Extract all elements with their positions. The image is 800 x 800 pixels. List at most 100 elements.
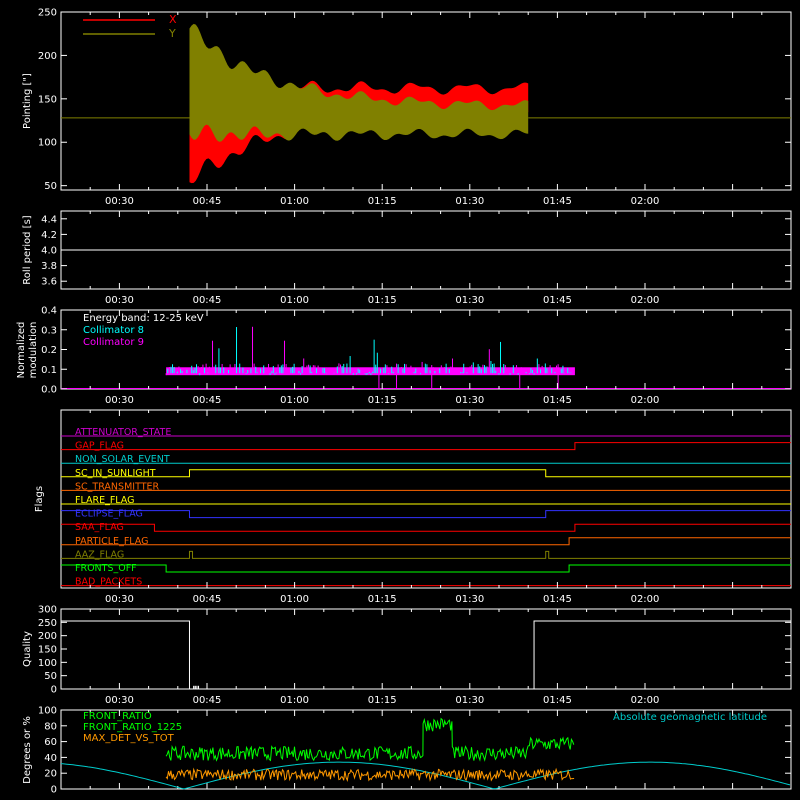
- flag-trace: [61, 537, 791, 546]
- x-tick-label: 01:45: [543, 395, 572, 406]
- flag-label: GAP_FLAG: [75, 441, 124, 452]
- y-tick-label: 150: [38, 645, 57, 656]
- front-ratio-trace: [165, 717, 575, 762]
- x-tick-label: 00:30: [105, 196, 134, 207]
- y-tick-label: 250: [38, 8, 57, 19]
- ratios-y-ticks: 0 20 40 60 80 100: [38, 706, 791, 796]
- quality-x-ticks: 00:30 00:45 01:00 01:15 01:30 01:45 02:00: [89, 609, 763, 706]
- quality-y-ticks: 0 50 100 150 200 250 300: [38, 605, 791, 696]
- y-tick-label: 0.4: [41, 306, 57, 317]
- x-tick-label: 00:45: [193, 695, 222, 706]
- flag-trace: [61, 564, 791, 573]
- flag-trace: [61, 550, 791, 559]
- y-tick-label: 150: [38, 94, 57, 105]
- flag-label: NON_SOLAR_EVENT: [75, 454, 170, 465]
- pointing-plot-area: [61, 23, 791, 184]
- x-tick-label: 01:00: [280, 196, 309, 207]
- x-tick-label: 00:30: [105, 295, 134, 306]
- y-tick-label: 250: [38, 618, 57, 629]
- y-tick-label: 4.0: [41, 246, 57, 257]
- y-tick-label: 0.3: [41, 325, 57, 336]
- quality-plot-area: [61, 620, 791, 690]
- x-tick-label: 01:00: [280, 695, 309, 706]
- x-tick-label: 02:00: [631, 695, 660, 706]
- x-tick-label: 02:00: [631, 594, 660, 605]
- flag-trace: [61, 510, 791, 519]
- legend-x-label: X: [169, 13, 177, 26]
- pointing-x-ticks: 00:30 00:45 01:00 01:15 01:30 01:45 02:00: [89, 12, 763, 207]
- x-tick-label: 00:30: [105, 395, 134, 406]
- y-tick-label: 80: [44, 721, 57, 732]
- x-tick-label: 00:45: [193, 295, 222, 306]
- x-tick-label: 00:45: [193, 196, 222, 207]
- y-tick-label: 4.2: [41, 230, 57, 241]
- legend-front-ratio-1225: FRONT_RATIO_1225: [83, 722, 182, 733]
- x-tick-label: 01:15: [368, 695, 397, 706]
- x-tick-label: 01:30: [455, 594, 484, 605]
- y-tick-label: 300: [38, 605, 57, 616]
- quality-ylabel: Quality: [22, 631, 33, 667]
- y-tick-label: 0.0: [41, 385, 57, 396]
- roll-period-y-ticks: 3.6 3.8 4.0 4.2 4.4: [41, 214, 791, 288]
- x-tick-label: 02:00: [631, 395, 660, 406]
- flag-trace: [61, 442, 791, 451]
- ratios-ylabel: Degrees or %: [22, 716, 33, 784]
- flag-label: SC_IN_SUNLIGHT: [75, 468, 156, 479]
- pointing-y-ticks: 50 100 150 200 250: [38, 8, 791, 192]
- modulation-plot-area: [61, 326, 791, 389]
- x-tick-label: 00:45: [193, 395, 222, 406]
- x-tick-label: 01:30: [455, 196, 484, 207]
- flag-trace: [61, 469, 791, 478]
- y-tick-label: 3.6: [41, 277, 57, 288]
- flag-label: FLARE_FLAG: [75, 495, 135, 506]
- y-tick-label: 0.1: [41, 365, 57, 376]
- pointing-panel: 50 100 150 200 250 00:30 00:45 01:00 01:15 01:30…: [22, 8, 792, 207]
- x-tick-label: 00:30: [105, 594, 134, 605]
- legend-collimator9: Collimator 9: [83, 337, 144, 348]
- x-tick-label: 01:00: [280, 295, 309, 306]
- pointing-frame: [60, 11, 792, 191]
- y-tick-label: 0: [51, 685, 57, 696]
- x-tick-label: 01:15: [368, 594, 397, 605]
- y-tick-label: 40: [44, 753, 57, 764]
- modulation-ylabel-line2: modulation: [28, 322, 39, 379]
- y-tick-label: 100: [38, 138, 57, 149]
- quality-trace: [61, 620, 791, 690]
- y-tick-label: 100: [38, 658, 57, 669]
- flags-ylabel: Flags: [34, 486, 45, 512]
- roll-period-panel: 3.6 3.8 4.0 4.2 4.4 00:30 00:45 01:00 01:15 01:3…: [22, 210, 792, 306]
- y-tick-label: 60: [44, 737, 57, 748]
- flag-label: ECLIPSE_FLAG: [75, 509, 143, 520]
- x-tick-label: 01:15: [368, 395, 397, 406]
- pointing-ylabel: Pointing ["]: [22, 73, 33, 129]
- x-tick-label: 00:45: [193, 594, 222, 605]
- y-tick-label: 200: [38, 51, 57, 62]
- flag-label: PARTICLE_FLAG: [75, 536, 148, 547]
- x-tick-label: 02:00: [631, 295, 660, 306]
- legend-y-label: Y: [168, 27, 176, 40]
- flags-frame: [60, 409, 792, 589]
- x-tick-label: 01:45: [543, 196, 572, 207]
- roll-period-x-ticks: 00:30 00:45 01:00 01:15 01:30 01:45 02:00: [89, 211, 763, 306]
- y-tick-label: 0.2: [41, 345, 57, 356]
- flag-label: FRONTS_OFF: [75, 563, 137, 574]
- x-tick-label: 01:45: [543, 594, 572, 605]
- modulation-y-ticks: 0.0 0.1 0.2 0.3 0.4: [41, 306, 791, 396]
- flags-x-ticks: 00:30 00:45 01:00 01:15 01:30 01:45 02:00: [89, 410, 763, 605]
- collimator9-band: [166, 367, 575, 376]
- x-tick-label: 01:30: [455, 395, 484, 406]
- geomag-latitude-annotation: Absolute geomagnetic latitude: [613, 712, 767, 723]
- x-tick-label: 01:15: [368, 196, 397, 207]
- y-tick-label: 100: [38, 706, 57, 717]
- x-tick-label: 01:45: [543, 295, 572, 306]
- x-tick-label: 01:15: [368, 295, 397, 306]
- flag-label: AAZ_FLAG: [75, 549, 124, 560]
- flag-label: SAA_FLAG: [75, 522, 124, 533]
- y-tick-label: 50: [44, 671, 57, 682]
- modulation-x-ticks: 00:30 00:45 01:00 01:15 01:30 01:45 02:00: [89, 310, 763, 406]
- flags-panel: ATTENUATOR_STATE GAP_FLAG NON_SOLAR_EVENT S…: [34, 409, 792, 605]
- modulation-ylabel-line1: Normalized: [16, 322, 27, 379]
- flag-label: SC_TRANSMITTER: [75, 481, 160, 492]
